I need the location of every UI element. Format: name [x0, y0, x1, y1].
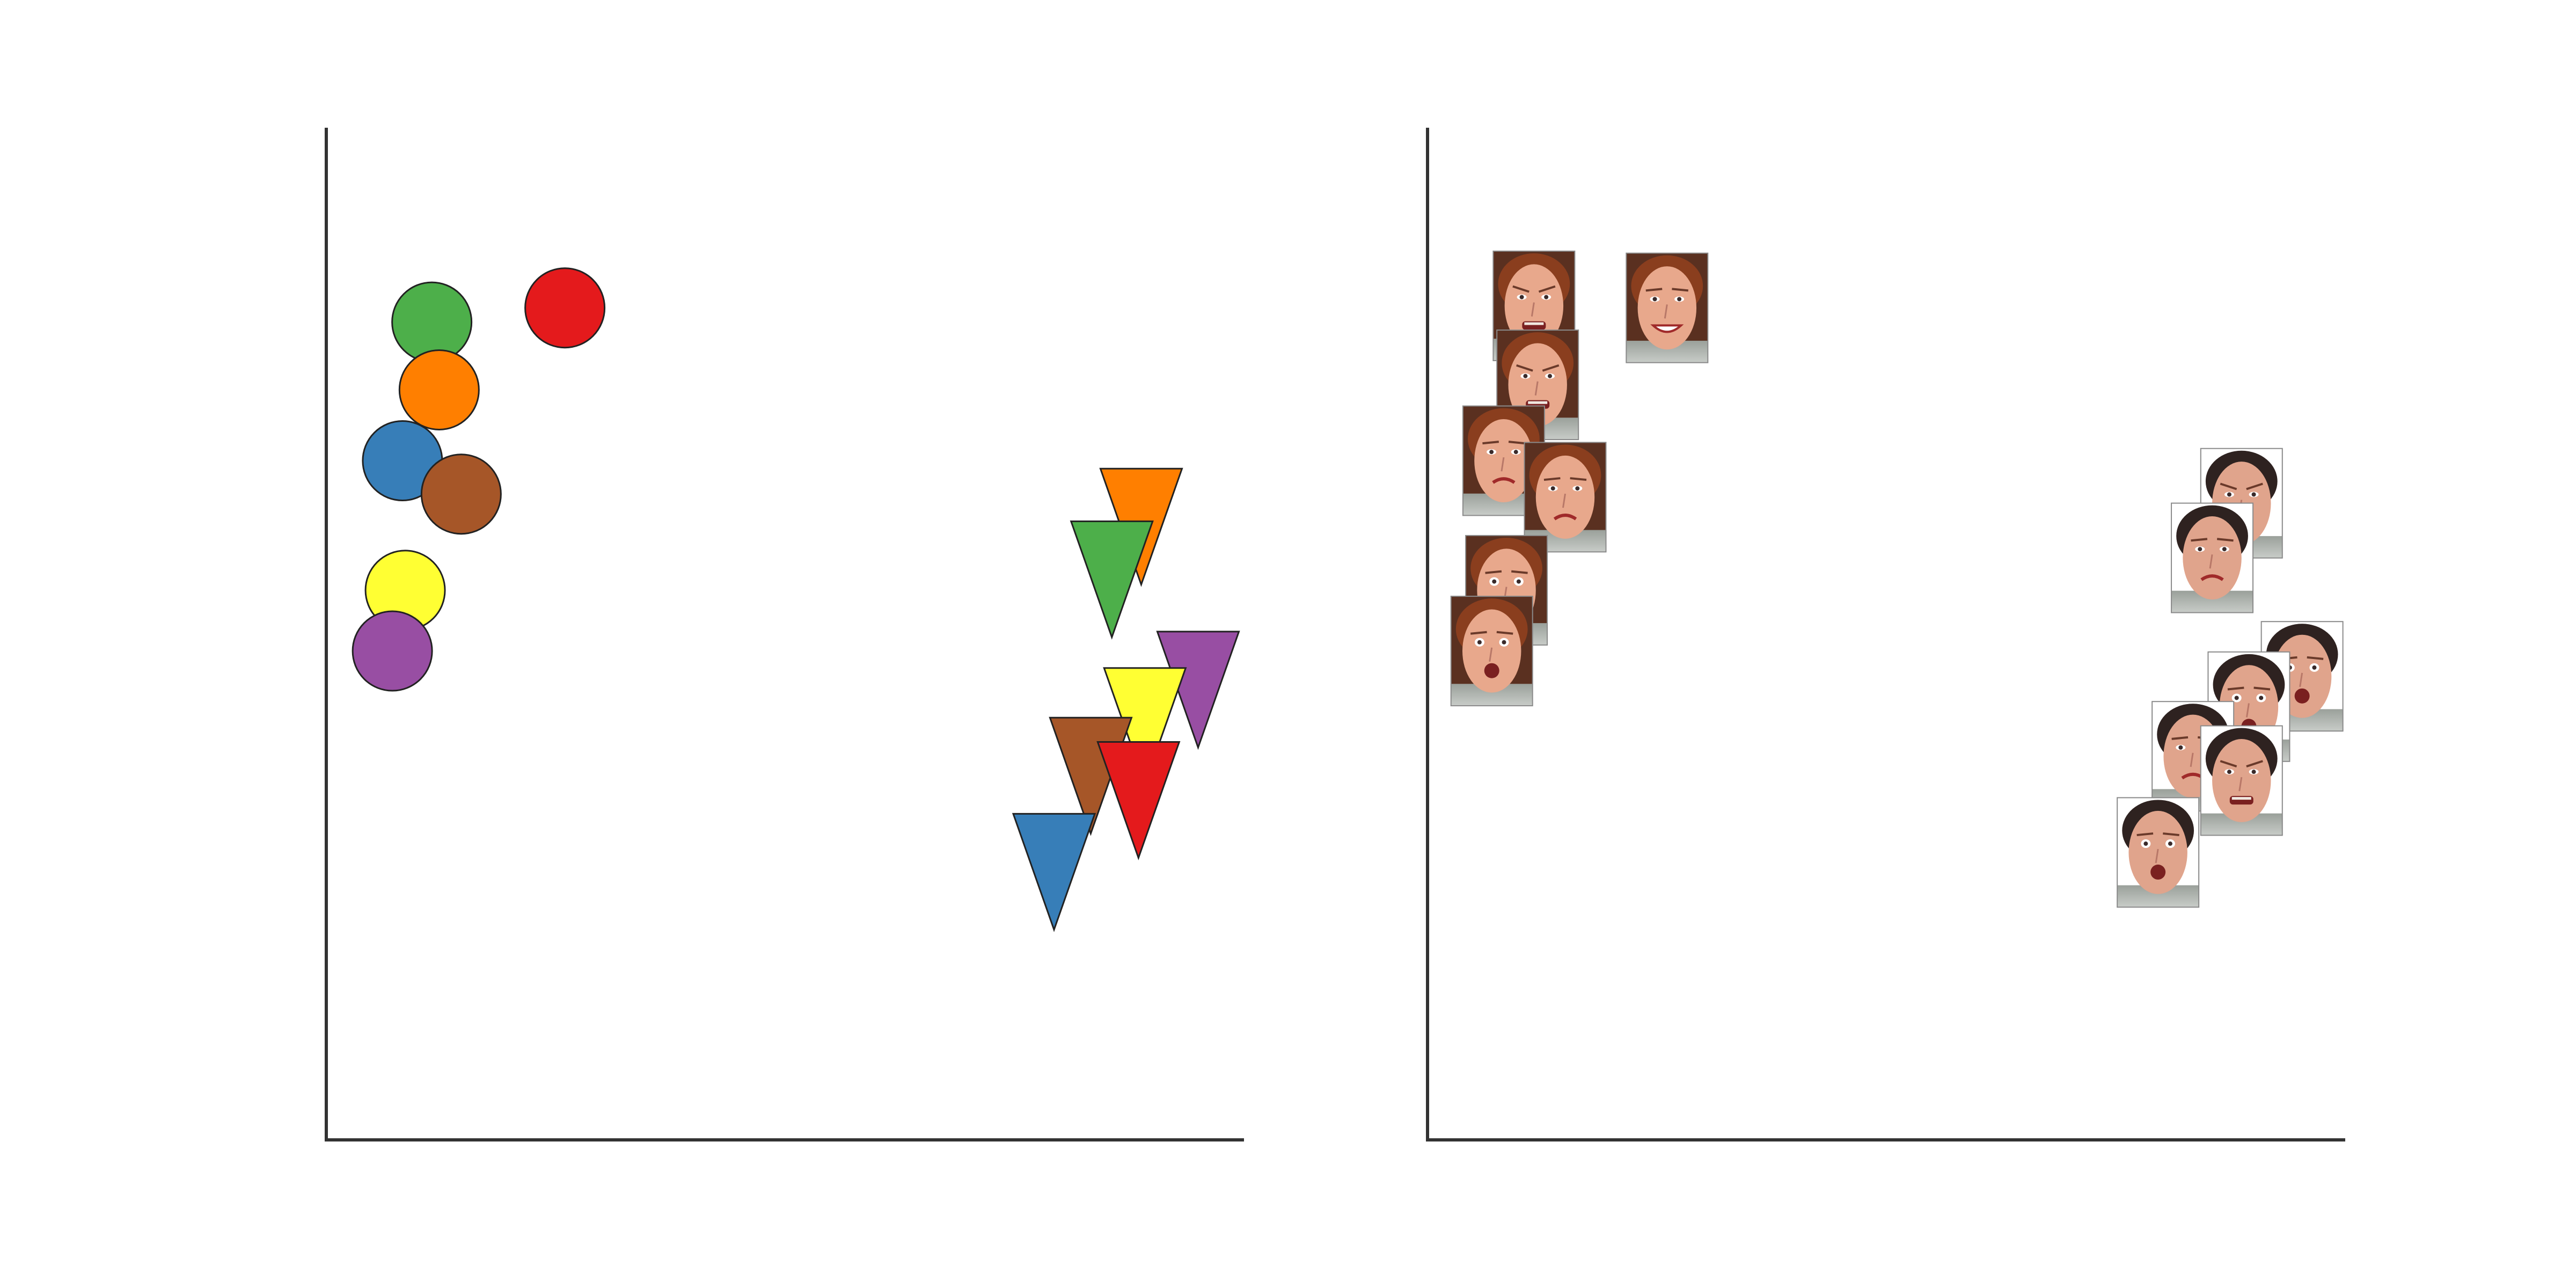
triangle-marker-7	[1012, 813, 1096, 932]
right-plot	[1426, 128, 2345, 1141]
circle-marker-1	[391, 281, 473, 363]
left-plot-markers	[352, 267, 1240, 932]
male-face-fear-7	[2117, 797, 2200, 908]
female-face-happy-2	[1626, 252, 1709, 363]
right-plot-markers	[1450, 250, 2344, 908]
triangle-marker-2	[1070, 520, 1154, 640]
triangle-marker-6	[1096, 741, 1181, 860]
male-face-angry-6	[2200, 725, 2283, 836]
circle-marker-3	[398, 349, 480, 430]
left-plot	[325, 128, 1244, 1141]
male-face-sad-2	[2171, 502, 2254, 613]
female-face-surprise-7	[1450, 596, 1533, 707]
circle-marker-5	[420, 453, 502, 535]
circle-marker-2	[524, 267, 606, 349]
circle-marker-7	[352, 610, 433, 692]
female-face-sad-5	[1524, 442, 1607, 553]
